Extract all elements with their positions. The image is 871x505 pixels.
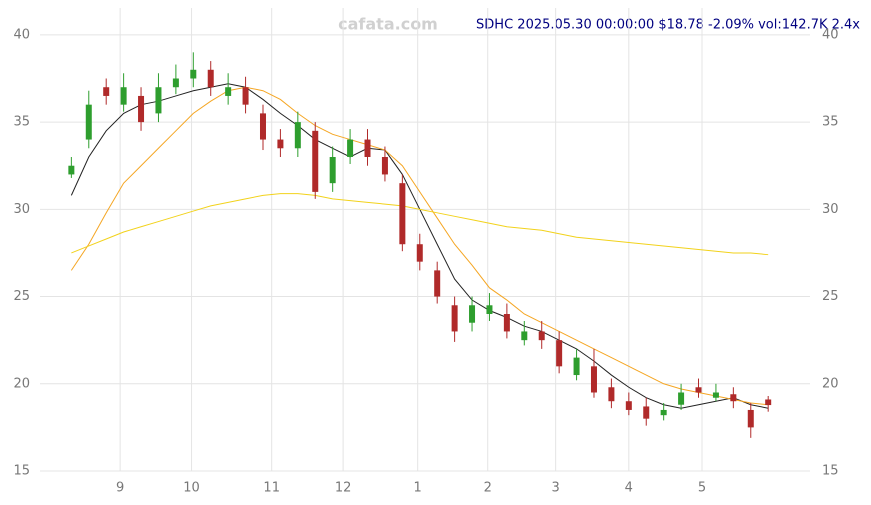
candle-body [660,409,667,416]
candle-body [364,139,371,157]
y-tick-label: 15 [13,464,30,479]
candle-body [451,305,458,332]
y-tick-label-right: 35 [822,115,839,130]
y-tick-label-right: 30 [822,202,839,217]
candle-body [747,409,754,428]
x-tick-label: 9 [116,481,124,496]
candle-body [242,87,249,105]
x-tick-label: 5 [698,481,706,496]
candle-body [103,87,110,96]
watermark: cafata.com [338,15,438,34]
candle-body [765,399,772,406]
candle-body [277,139,284,149]
y-tick-label-right: 15 [822,464,839,479]
candle-body [259,113,266,140]
candle-body [730,394,737,402]
candle-body [225,87,232,96]
candle-body [678,392,685,405]
candle-body [381,157,388,175]
candle-body [712,392,719,398]
candle-body [85,104,92,140]
candle-body [347,139,354,157]
candle-body [486,305,493,314]
x-tick-label: 10 [183,481,200,496]
candle-body [625,401,632,410]
moving-average-line [71,193,769,256]
y-tick-label: 30 [13,202,30,217]
moving-average-line [70,86,769,406]
candle-body [172,78,179,88]
x-tick-label: 12 [335,481,352,496]
candle-body [434,270,441,297]
candle-body [521,331,528,341]
y-tick-label: 20 [13,376,30,391]
y-tick-label: 40 [13,27,30,42]
candle-body [538,331,545,341]
x-tick-label: 2 [484,481,492,496]
candle-body [68,165,75,175]
candle-body [503,314,510,332]
y-tick-label-right: 25 [822,289,839,304]
y-tick-label-right: 20 [822,376,839,391]
candle-body [190,69,197,79]
candle-body [329,157,336,184]
candle-body [416,244,423,262]
candle-body [312,130,319,192]
candle-body [695,387,702,393]
candle-body [643,406,650,419]
candle-body [573,357,580,376]
candle-body [399,183,406,245]
candle-body [138,95,145,123]
candle-body [120,87,127,105]
y-tick-label: 25 [13,289,30,304]
x-tick-label: 11 [263,481,280,496]
candle-body [155,87,162,114]
candle-body [469,305,476,323]
candle-body [590,366,597,393]
y-tick-label-right: 40 [822,27,839,42]
candle-body [294,122,301,149]
x-tick-label: 1 [414,481,422,496]
candle-body [207,69,214,88]
x-tick-label: 4 [625,481,633,496]
candle-body [556,340,563,367]
x-tick-label: 3 [552,481,560,496]
chart-title: SDHC 2025.05.30 00:00:00 $18.78 -2.09% v… [476,18,860,33]
candle-body [608,387,615,402]
y-tick-label: 35 [13,115,30,130]
